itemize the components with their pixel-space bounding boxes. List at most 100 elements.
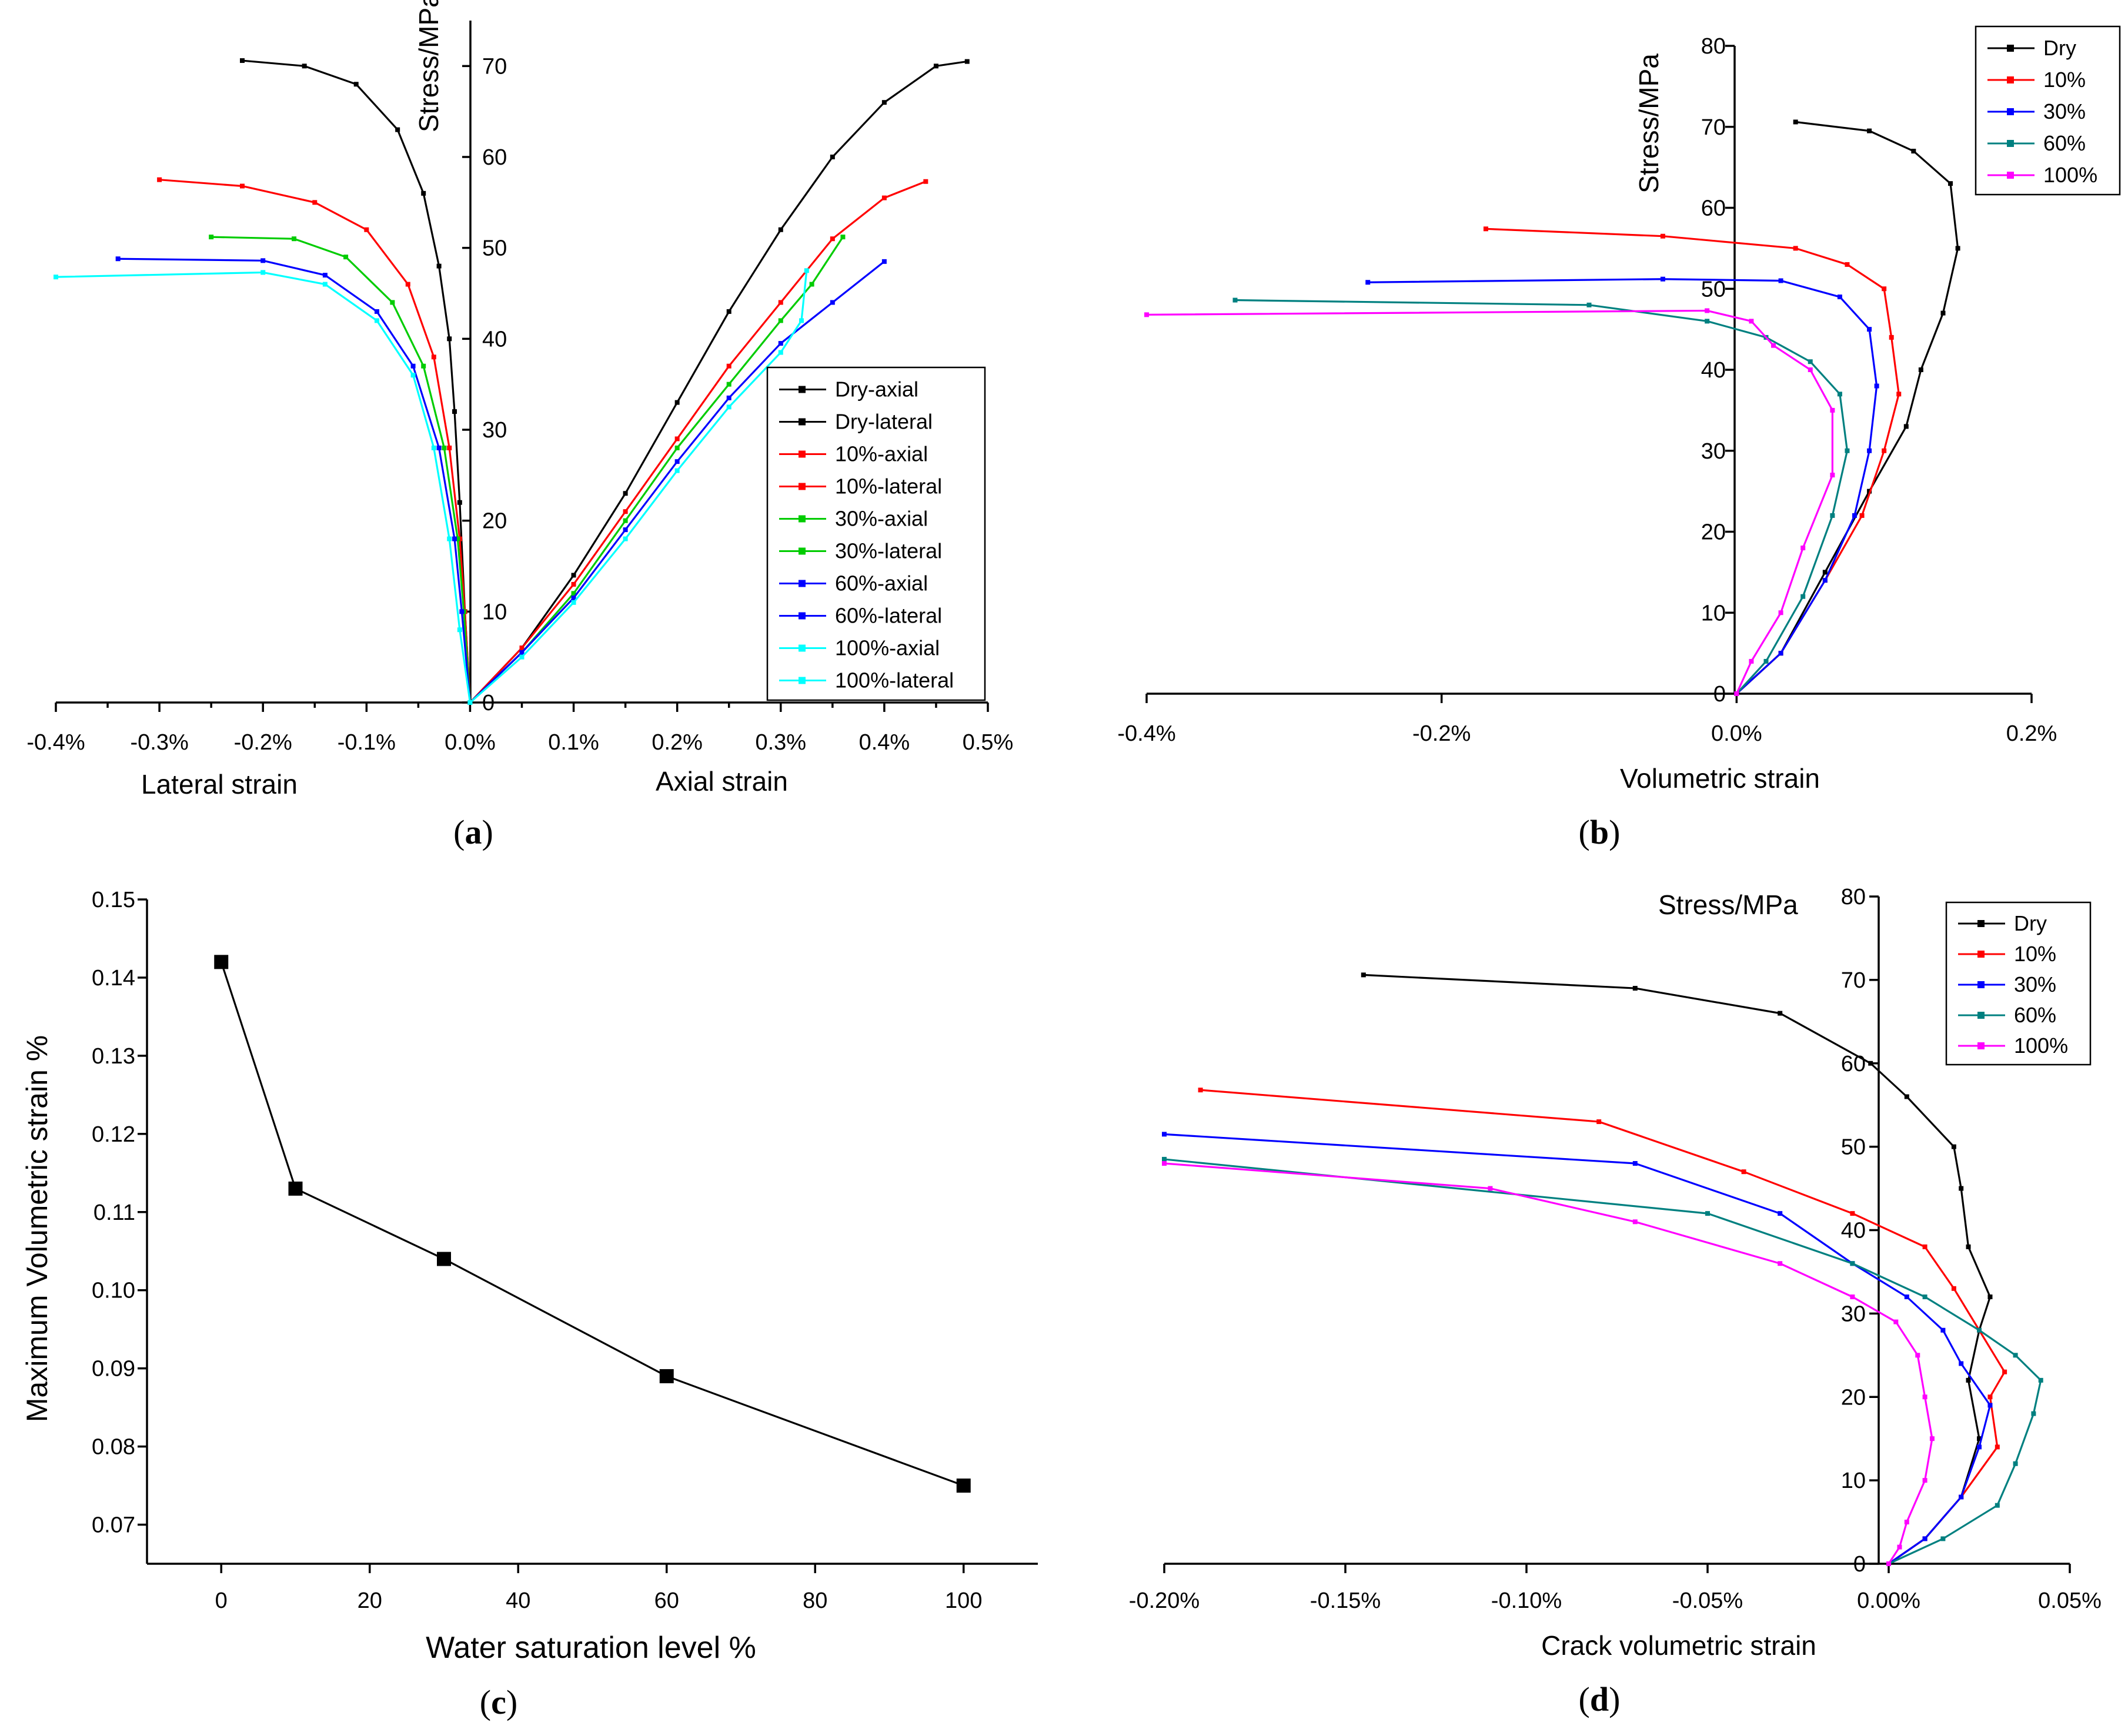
panel-b-data-point xyxy=(1822,578,1828,583)
panel-b-data-point xyxy=(1793,246,1798,251)
panel-a-data-point xyxy=(447,336,452,342)
panel-a-y-tick-label: 50 xyxy=(482,236,507,261)
panel-b-legend-marker xyxy=(2007,172,2014,179)
panel-c-y-label: Maximum Volumetric strain % xyxy=(21,1035,54,1423)
panel-a-data-point xyxy=(312,200,318,205)
panel-b-x-tick-label: -0.2% xyxy=(1412,721,1471,746)
panel-b-data-point xyxy=(1882,448,1887,453)
panel-b-y-tick-label: 40 xyxy=(1701,358,1726,383)
panel-a-series-line xyxy=(118,257,472,703)
panel-a-x-label-right: Axial strain xyxy=(656,766,788,797)
panel-c-x-tick-label: 60 xyxy=(654,1588,679,1613)
panel-d-legend-label: 10% xyxy=(2014,942,2056,966)
panel-c-x-tick-label: 100 xyxy=(945,1588,982,1613)
panel-a-data-point xyxy=(799,318,804,323)
panel-a-data-point xyxy=(395,127,400,132)
panel-d-legend-marker xyxy=(1977,951,1985,958)
panel-c-x-label: Water saturation level % xyxy=(426,1631,756,1665)
panel-d-data-point xyxy=(1922,1394,1927,1400)
panel-b-series-line xyxy=(1368,278,1878,695)
panel-a-data-point xyxy=(405,282,410,287)
panel-a-data-point xyxy=(571,600,576,605)
panel-a-data-point xyxy=(674,459,680,464)
panel-c-y-tick-label: 0.08 xyxy=(92,1435,135,1460)
panel-d-x-tick-label: 0.00% xyxy=(1857,1588,1920,1613)
panel-a-x-tick-label: 0.3% xyxy=(755,730,806,755)
panel-b-data-point xyxy=(1896,392,1902,397)
panel-a-data-point xyxy=(374,318,379,323)
panel-b-legend-marker xyxy=(2007,140,2014,147)
panel-a-y-tick-label: 20 xyxy=(482,509,507,534)
panel-d-data-point xyxy=(1977,1444,1982,1450)
panel-d-data-point xyxy=(1705,1211,1710,1216)
panel-a-data-point xyxy=(674,468,680,473)
panel-b-data-point xyxy=(1771,343,1776,348)
panel-a-data-point xyxy=(431,445,436,450)
panel-b-data-point xyxy=(1822,570,1828,575)
panel-b-data-point xyxy=(1232,297,1238,303)
panel-a-x-tick-label: -0.1% xyxy=(338,730,396,755)
panel-a-data-point xyxy=(459,609,465,614)
panel-d-data-point xyxy=(1966,1377,1971,1383)
panel-b-y-tick-label: 10 xyxy=(1701,601,1726,626)
panel-d-data-point xyxy=(2031,1411,2036,1416)
panel-a-data-point xyxy=(467,700,473,705)
panel-a-data-point xyxy=(322,282,328,287)
panel-a-data-point xyxy=(260,258,266,263)
panel-c-data-point xyxy=(956,1479,971,1493)
panel-d-data-point xyxy=(1162,1156,1167,1162)
panel-d-y-tick-label: 40 xyxy=(1841,1219,1866,1243)
panel-c-data-point xyxy=(659,1369,674,1383)
panel-a-series-line xyxy=(469,180,926,704)
panel-d-data-point xyxy=(1951,1144,1956,1149)
panel-a-data-point xyxy=(374,309,379,314)
panel-a-data-point xyxy=(674,436,680,441)
panel-c-y-tick-label: 0.11 xyxy=(93,1200,135,1225)
panel-c-series-line xyxy=(220,961,964,1487)
panel-d-data-point xyxy=(2013,1353,2018,1358)
panel-b-data-point xyxy=(1830,407,1835,413)
panel-a-data-point xyxy=(447,445,452,450)
panel-c-y-tick-label: 0.14 xyxy=(92,966,135,991)
panel-d-series-line xyxy=(1164,1158,2042,1565)
panel-b-legend xyxy=(1975,25,2121,196)
panel-b-data-point xyxy=(1903,424,1909,429)
panel-a-series-line xyxy=(242,59,472,703)
panel-d-data-point xyxy=(1987,1403,1993,1408)
panel-a-data-point xyxy=(260,270,266,275)
panel-a-data-point xyxy=(571,591,576,596)
panel-d-data-point xyxy=(1995,1503,2000,1508)
panel-a-data-point xyxy=(209,235,214,240)
panel-d-data-point xyxy=(1966,1244,1971,1249)
panel-a-data-point xyxy=(674,445,680,450)
panel-d-data-point xyxy=(1632,986,1638,991)
panel-d-data-point xyxy=(1904,1094,1909,1099)
panel-b-data-point xyxy=(1867,448,1872,453)
panel-a-series-line xyxy=(469,270,808,704)
panel-a-legend-marker xyxy=(799,612,806,620)
panel-a-data-point xyxy=(364,227,369,232)
panel-d-data-point xyxy=(1897,1544,1902,1550)
panel-d-series-line xyxy=(1164,1133,1992,1565)
panel-a-data-point xyxy=(881,259,887,264)
panel-a-data-point xyxy=(519,645,525,651)
panel-a-data-point xyxy=(452,409,457,414)
panel-d-y-tick-label: 30 xyxy=(1841,1302,1866,1326)
panel-d-y-tick-label: 50 xyxy=(1841,1135,1866,1160)
panel-a-y-tick-label: 30 xyxy=(482,418,507,443)
panel-c-data-point xyxy=(288,1181,303,1196)
panel-d-chart: -0.20% -0.15% -0.10% -0.05% 0.00% 0.05% 0 10 20… xyxy=(1129,885,2102,1718)
panel-d-data-point xyxy=(1951,1286,1956,1291)
panel-a-data-point xyxy=(726,404,731,410)
panel-d-data-point xyxy=(1904,1295,1909,1299)
panel-a-data-point xyxy=(115,256,121,262)
panel-a-x-tick-label: 0.0% xyxy=(445,730,496,755)
panel-d-data-point xyxy=(1893,1319,1899,1324)
panel-b-legend-label: 100% xyxy=(2043,163,2097,187)
panel-a-data-point xyxy=(410,373,416,378)
panel-b-data-point xyxy=(1800,546,1806,551)
panel-c-x-tick-label: 20 xyxy=(358,1588,382,1613)
panel-d-data-point xyxy=(1162,1132,1167,1137)
panel-a-data-point xyxy=(157,177,162,182)
panel-b-data-point xyxy=(1955,246,1960,251)
